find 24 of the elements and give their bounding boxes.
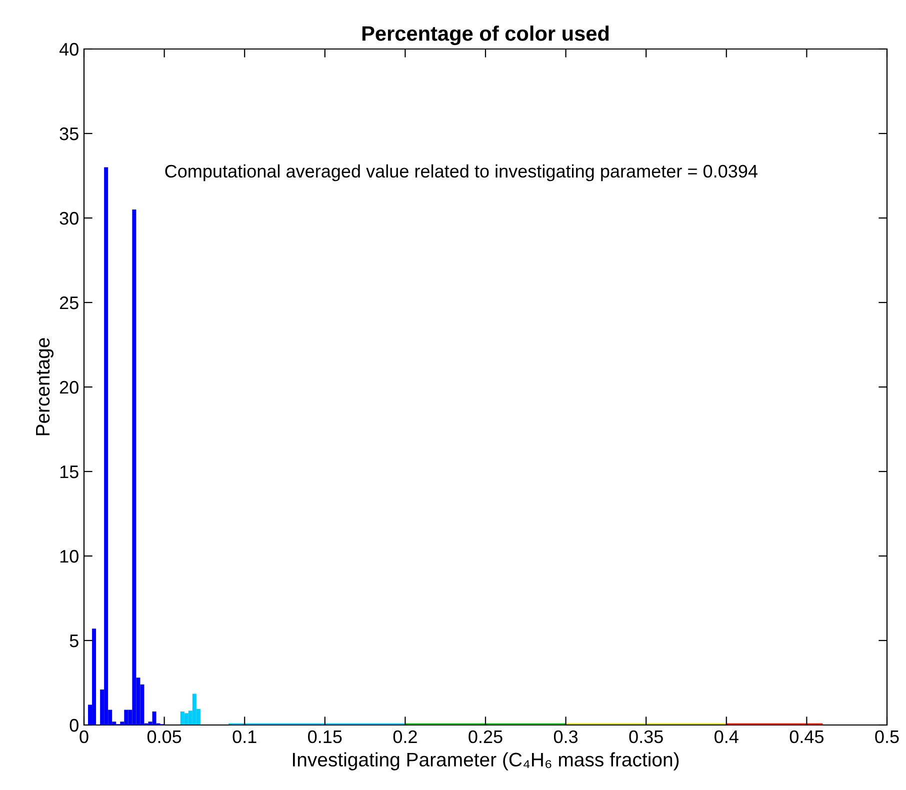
x-tick-label: 0.25 <box>468 730 502 744</box>
x-tick-label: 0.5 <box>875 730 899 744</box>
x-tick-label: 0.3 <box>554 730 578 744</box>
chart-title: Percentage of color used <box>362 26 609 46</box>
annotation: Computational averaged value related to investigating parameter = 0.0394 <box>165 164 758 182</box>
x-tick-label: 0.15 <box>308 730 342 744</box>
x-axis-title: Investigating Parameter (C₄H₆ mass fraction) <box>293 752 679 770</box>
y-tick-label: 15 <box>60 466 78 478</box>
y-tick-label: 0 <box>70 718 78 732</box>
x-tick-label: 0.4 <box>714 730 738 744</box>
y-tick-label: 40 <box>59 42 78 56</box>
y-axis-title: Percentage <box>36 338 54 436</box>
y-tick-label: 10 <box>60 550 78 563</box>
y-tick-label: 35 <box>60 127 78 140</box>
x-tick-label: 0.05 <box>147 730 182 744</box>
x-tick-label: 0.2 <box>393 730 417 744</box>
y-tick-label: 25 <box>60 296 78 310</box>
x-tick-label: 0.1 <box>232 730 256 744</box>
x-tick-label: 0.35 <box>629 730 663 744</box>
x-tick-label: 0.45 <box>790 730 824 744</box>
y-tick-label: 20 <box>60 380 78 394</box>
y-tick-label: 5 <box>70 634 78 648</box>
x-tick-label: 0 <box>80 730 88 744</box>
y-tick-label: 30 <box>60 212 78 225</box>
